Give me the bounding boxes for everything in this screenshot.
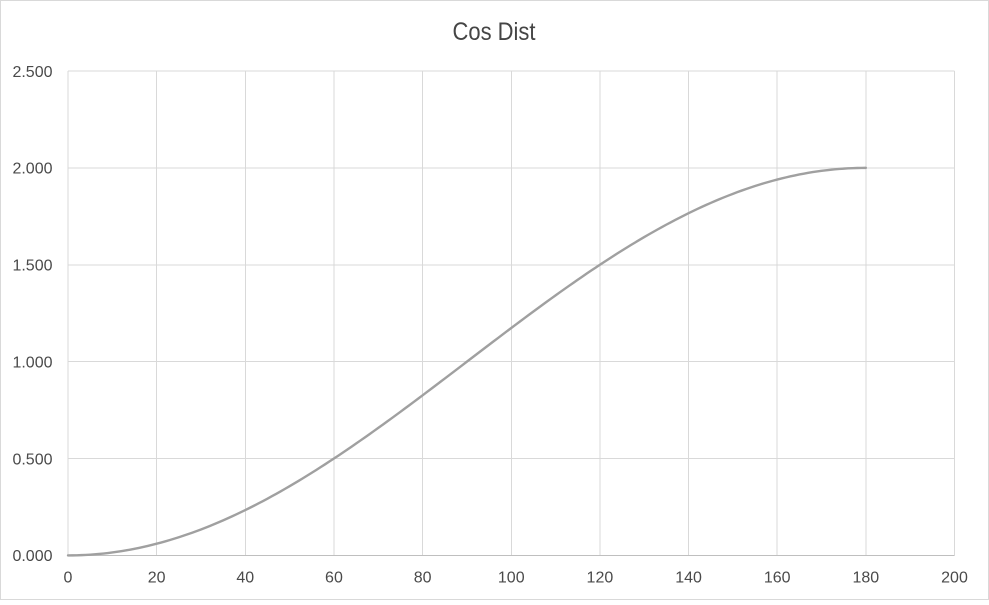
- svg-text:20: 20: [148, 570, 166, 587]
- svg-text:0: 0: [64, 570, 73, 587]
- svg-text:2.500: 2.500: [12, 64, 52, 81]
- svg-text:160: 160: [764, 570, 791, 587]
- svg-text:100: 100: [498, 570, 525, 587]
- svg-text:0.500: 0.500: [12, 451, 52, 468]
- svg-text:80: 80: [414, 570, 432, 587]
- svg-text:1.500: 1.500: [12, 258, 52, 275]
- svg-text:Cos Dist: Cos Dist: [453, 18, 536, 46]
- svg-text:120: 120: [587, 570, 614, 587]
- svg-text:140: 140: [675, 570, 702, 587]
- svg-text:1.000: 1.000: [12, 354, 52, 371]
- svg-text:2.000: 2.000: [12, 161, 52, 178]
- svg-text:40: 40: [236, 570, 254, 587]
- svg-text:200: 200: [941, 570, 968, 587]
- svg-text:0.000: 0.000: [12, 548, 52, 565]
- svg-text:60: 60: [325, 570, 343, 587]
- svg-text:180: 180: [852, 570, 879, 587]
